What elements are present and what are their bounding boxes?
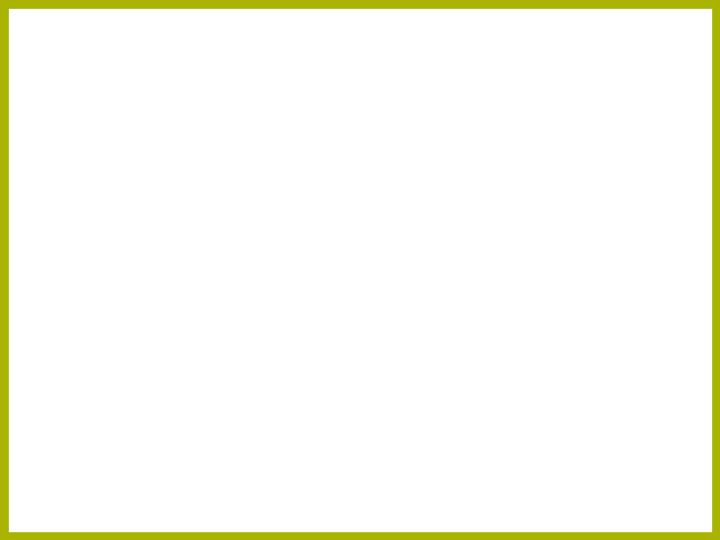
FancyBboxPatch shape: [469, 407, 499, 492]
Text: U: U: [198, 444, 206, 455]
Text: of mRNA into a: of mRNA into a: [343, 78, 507, 96]
Circle shape: [539, 298, 577, 318]
Text: Decoding: Decoding: [230, 78, 325, 96]
Ellipse shape: [189, 330, 468, 448]
Circle shape: [205, 341, 243, 362]
Circle shape: [543, 279, 574, 296]
Text: m.RNA: m.RNA: [89, 501, 136, 514]
FancyBboxPatch shape: [32, 480, 688, 534]
Text: C: C: [279, 444, 287, 455]
FancyBboxPatch shape: [589, 407, 620, 492]
Text: A: A: [400, 444, 407, 455]
Text: is called: is called: [625, 78, 714, 96]
Circle shape: [193, 314, 217, 328]
Ellipse shape: [186, 348, 261, 416]
Circle shape: [391, 342, 428, 362]
FancyBboxPatch shape: [267, 407, 298, 492]
Text: G: G: [158, 444, 166, 455]
FancyBboxPatch shape: [186, 407, 217, 492]
Circle shape: [477, 342, 515, 362]
Circle shape: [212, 314, 236, 328]
Text: A: A: [319, 444, 327, 455]
FancyBboxPatch shape: [146, 407, 177, 492]
FancyBboxPatch shape: [279, 406, 310, 440]
Ellipse shape: [292, 348, 366, 416]
Text: U: U: [117, 444, 125, 455]
Text: •: •: [43, 78, 61, 96]
FancyBboxPatch shape: [307, 407, 338, 492]
Circle shape: [422, 308, 446, 321]
FancyBboxPatch shape: [543, 357, 574, 380]
Text: amino acids: amino acids: [406, 154, 526, 172]
Text: A: A: [359, 444, 367, 455]
Text: U: U: [171, 417, 178, 428]
Text: C: C: [601, 444, 608, 455]
Text: Second Step: Second Step: [64, 78, 191, 96]
FancyBboxPatch shape: [66, 407, 96, 492]
Text: A: A: [78, 444, 85, 455]
Circle shape: [317, 311, 341, 325]
Text: Transfer RNA: Transfer RNA: [64, 154, 197, 172]
Text: U: U: [520, 444, 528, 455]
Circle shape: [310, 341, 348, 362]
Text: G: G: [372, 417, 379, 428]
Circle shape: [434, 321, 472, 342]
Ellipse shape: [415, 328, 490, 395]
Circle shape: [267, 362, 305, 382]
Text: from the: from the: [549, 154, 643, 172]
FancyBboxPatch shape: [320, 406, 351, 440]
Circle shape: [298, 311, 323, 325]
FancyBboxPatch shape: [227, 407, 258, 492]
Circle shape: [583, 318, 620, 338]
Text: A: A: [291, 417, 299, 428]
Circle shape: [496, 318, 534, 338]
Ellipse shape: [521, 305, 595, 372]
Text: t.RNA: t.RNA: [516, 278, 551, 291]
FancyBboxPatch shape: [106, 407, 137, 492]
Text: (tRNA) carries: (tRNA) carries: [222, 154, 377, 172]
FancyBboxPatch shape: [438, 380, 469, 404]
Text: U: U: [412, 417, 420, 428]
Text: U: U: [452, 417, 460, 428]
FancyBboxPatch shape: [348, 407, 379, 492]
FancyBboxPatch shape: [388, 407, 419, 492]
Text: Making a Protein—Translation: Making a Protein—Translation: [50, 30, 495, 56]
Text: ribosome: ribosome: [268, 189, 361, 207]
FancyBboxPatch shape: [158, 406, 190, 440]
FancyBboxPatch shape: [428, 407, 459, 492]
Text: cytoplasm to the: cytoplasm to the: [43, 189, 233, 207]
Text: .: .: [379, 189, 386, 207]
Text: Ribosome: Ribosome: [325, 507, 395, 520]
FancyBboxPatch shape: [360, 406, 391, 440]
FancyBboxPatch shape: [549, 407, 580, 492]
Text: U: U: [440, 444, 448, 455]
Text: G: G: [480, 444, 488, 455]
FancyBboxPatch shape: [199, 406, 230, 440]
FancyBboxPatch shape: [400, 406, 431, 440]
FancyBboxPatch shape: [239, 406, 270, 440]
FancyBboxPatch shape: [208, 401, 239, 424]
FancyBboxPatch shape: [313, 401, 344, 424]
FancyBboxPatch shape: [441, 406, 472, 440]
Text: C: C: [251, 417, 258, 428]
Circle shape: [354, 362, 391, 382]
Text: Translation: Translation: [43, 113, 168, 131]
Text: U: U: [238, 444, 246, 455]
Text: A: A: [331, 417, 339, 428]
Text: A: A: [211, 417, 218, 428]
Text: Lysine: Lysine: [291, 278, 330, 291]
Text: U: U: [560, 444, 568, 455]
Circle shape: [230, 314, 255, 328]
Circle shape: [162, 362, 199, 382]
Text: protein: protein: [538, 78, 611, 96]
Text: :: :: [215, 78, 228, 96]
Text: •: •: [43, 154, 61, 172]
FancyBboxPatch shape: [508, 407, 539, 492]
Circle shape: [248, 362, 286, 382]
Text: .: .: [192, 113, 198, 131]
